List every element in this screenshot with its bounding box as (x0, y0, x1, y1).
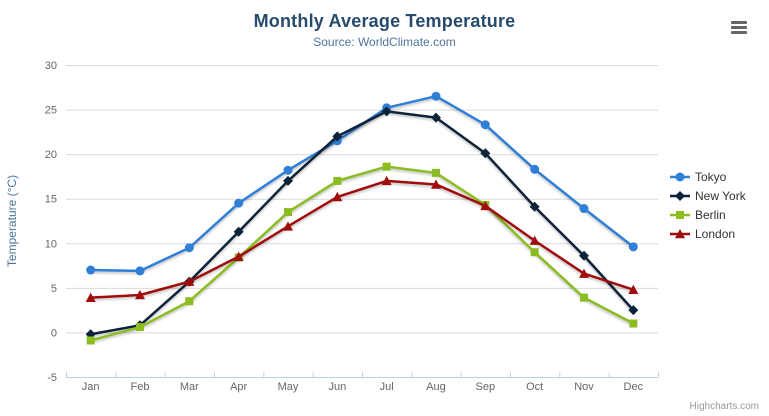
series-line-new-york (89, 110, 635, 336)
legend: Tokyo New York Berlin London (670, 167, 746, 243)
legend-symbol-circle-icon (670, 172, 690, 181)
data-point-tokyo-may[interactable] (283, 165, 293, 175)
data-point-tokyo-mar[interactable] (184, 243, 194, 253)
series-london (85, 175, 639, 302)
data-point-london-mar[interactable] (184, 276, 195, 286)
data-point-new-york-nov[interactable] (579, 250, 589, 261)
y-tick-label: -5 (47, 372, 57, 384)
x-tick-label: May (278, 381, 299, 393)
data-point-berlin-feb[interactable] (136, 323, 144, 332)
data-point-new-york-may[interactable] (283, 175, 293, 186)
x-tick-label: Nov (574, 381, 594, 393)
hamburger-bar (731, 26, 747, 29)
legend-item-new-york[interactable]: New York (670, 186, 746, 205)
data-point-london-dec[interactable] (628, 284, 639, 294)
x-tick-label: Feb (131, 381, 150, 393)
data-point-berlin-aug[interactable] (432, 168, 440, 177)
data-point-tokyo-sep[interactable] (480, 120, 490, 130)
data-point-berlin-dec[interactable] (629, 319, 638, 328)
series-line-london (89, 179, 635, 299)
data-point-berlin-may[interactable] (284, 208, 292, 217)
data-point-berlin-jun[interactable] (333, 176, 342, 185)
data-point-london-jan[interactable] (85, 292, 96, 302)
data-point-london-apr[interactable] (233, 251, 244, 261)
hamburger-bar (731, 31, 747, 34)
x-tick-label: Jul (380, 381, 394, 393)
y-tick-label: 15 (45, 194, 57, 206)
legend-item-berlin[interactable]: Berlin (670, 205, 746, 224)
data-point-tokyo-jan[interactable] (86, 265, 96, 275)
data-point-tokyo-dec[interactable] (628, 242, 638, 252)
y-tick-label: 25 (45, 105, 57, 117)
y-axis-title: Temperature (°C) (5, 175, 19, 267)
y-tick-label: 20 (45, 149, 57, 161)
legend-item-tokyo[interactable]: Tokyo (670, 167, 746, 186)
legend-label: New York (695, 188, 746, 203)
x-tick-label: Oct (526, 381, 543, 393)
legend-symbol-diamond-icon (670, 190, 690, 201)
data-point-tokyo-nov[interactable] (579, 204, 589, 214)
data-point-berlin-nov[interactable] (580, 293, 588, 302)
data-point-berlin-jul[interactable] (382, 162, 391, 171)
data-point-tokyo-oct[interactable] (530, 164, 540, 174)
legend-label: London (695, 226, 736, 241)
x-tick-label: Jan (82, 381, 100, 393)
legend-label: Berlin (695, 207, 726, 222)
data-point-london-jul[interactable] (381, 175, 392, 186)
series-tokyo (86, 91, 638, 276)
data-point-tokyo-feb[interactable] (135, 266, 145, 276)
hamburger-icon[interactable] (731, 21, 747, 34)
data-point-london-feb[interactable] (135, 289, 145, 300)
x-tick-label: Dec (624, 381, 644, 393)
data-point-tokyo-aug[interactable] (431, 91, 441, 101)
hamburger-bar (731, 21, 747, 24)
data-point-london-may[interactable] (283, 221, 293, 231)
data-point-new-york-apr[interactable] (233, 226, 244, 237)
data-point-new-york-sep[interactable] (480, 148, 491, 159)
y-tick-label: 0 (51, 327, 57, 339)
credits-link[interactable]: Highcharts.com (689, 401, 759, 412)
legend-item-london[interactable]: London (670, 224, 746, 243)
x-tick-label: Sep (476, 381, 496, 393)
y-tick-label: 10 (45, 238, 57, 250)
legend-symbol-triangle-icon (670, 228, 690, 238)
data-point-london-oct[interactable] (529, 235, 540, 245)
data-point-new-york-aug[interactable] (431, 112, 441, 123)
series-new-york (85, 106, 639, 340)
data-point-london-sep[interactable] (480, 200, 491, 211)
chart-subtitle: Source: WorldClimate.com (313, 35, 456, 49)
data-point-london-jun[interactable] (332, 191, 343, 202)
data-point-berlin-mar[interactable] (185, 297, 194, 306)
data-point-tokyo-apr[interactable] (234, 198, 244, 208)
data-point-berlin-oct[interactable] (530, 248, 539, 257)
data-point-new-york-dec[interactable] (628, 305, 639, 316)
legend-label: Tokyo (695, 169, 727, 184)
series-line-berlin (89, 165, 635, 342)
y-tick-label: 5 (51, 283, 57, 295)
series-line-tokyo (89, 94, 635, 273)
x-tick-label: Mar (180, 381, 199, 393)
data-point-new-york-jun[interactable] (332, 131, 343, 142)
data-point-berlin-jan[interactable] (86, 336, 95, 345)
x-tick-label: Apr (230, 381, 247, 393)
data-point-new-york-jul[interactable] (381, 106, 392, 117)
data-point-london-nov[interactable] (579, 268, 589, 278)
x-tick-label: Aug (426, 381, 446, 393)
y-tick-label: 30 (45, 60, 57, 72)
data-point-new-york-oct[interactable] (529, 201, 540, 212)
data-point-london-aug[interactable] (431, 179, 441, 189)
legend-symbol-square-icon (670, 210, 690, 219)
x-tick-label: Jun (328, 381, 346, 393)
chart-title: Monthly Average Temperature (253, 11, 516, 31)
